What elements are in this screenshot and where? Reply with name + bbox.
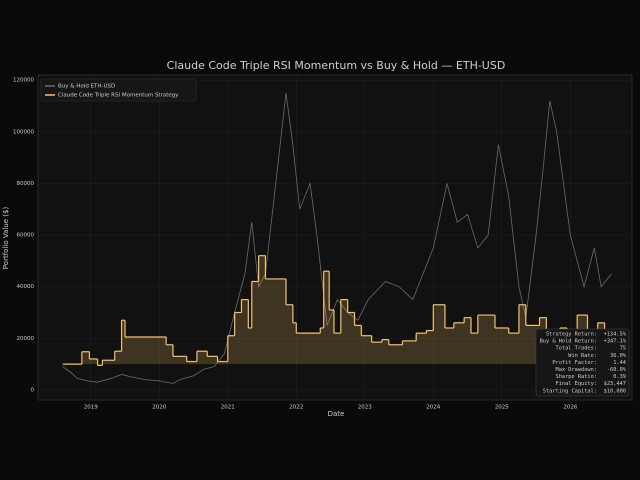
x-axis-label: Date — [328, 410, 345, 418]
price-line — [62, 93, 612, 384]
y-axis-label: Portfolio Value ($) — [2, 207, 10, 270]
stats-box — [535, 328, 630, 397]
x-tick-label: 2024 — [426, 405, 440, 411]
stat-label: Buy & Hold Return: — [540, 339, 597, 345]
stat-value: 1.44 — [613, 360, 626, 366]
stat-value: $23,447 — [604, 381, 626, 387]
stat-label: Max Drawdown: — [556, 367, 597, 373]
area-fill — [62, 255, 613, 366]
legend-box — [40, 78, 197, 102]
stat-label: Sharpe Ratio: — [556, 374, 597, 380]
stat-label: Starting Capital: — [543, 388, 597, 394]
legend-label: Claude Code Triple RSI Momentum Strategy — [58, 93, 179, 99]
x-tick-label: 2022 — [289, 405, 303, 411]
stat-value: +134.5% — [604, 332, 627, 338]
x-tick-label: 2021 — [221, 405, 235, 411]
chart-title: Claude Code Triple RSI Momentum vs Buy &… — [167, 59, 506, 72]
y-tick-label: 0 — [31, 387, 35, 393]
y-tick-label: 80000 — [17, 181, 35, 187]
y-tick-label: 60000 — [17, 233, 35, 239]
plot-area — [37, 74, 633, 401]
y-tick-label: 120000 — [13, 78, 34, 84]
stat-value: 75 — [620, 346, 626, 352]
legend-label: Buy & Hold ETH-USD — [58, 84, 115, 90]
stat-value: $10,000 — [604, 388, 626, 394]
stat-label: Total Trades: — [556, 346, 597, 352]
x-tick-label: 2019 — [84, 405, 98, 411]
x-tick-label: 2020 — [152, 405, 166, 411]
stat-label: Profit Factor: — [552, 360, 597, 366]
x-tick-label: 2023 — [358, 405, 372, 411]
stat-value: -60.0% — [607, 367, 627, 373]
stat-value: 0.39 — [613, 374, 626, 380]
stat-value: 36.0% — [610, 353, 627, 359]
stat-label: Strategy Return: — [546, 332, 597, 338]
x-tick-label: 2025 — [495, 405, 509, 411]
stat-label: Final Equity: — [556, 381, 597, 387]
y-tick-label: 40000 — [17, 284, 35, 290]
x-tick-label: 2026 — [563, 405, 577, 411]
y-tick-label: 20000 — [17, 336, 35, 342]
stat-value: +347.1% — [604, 339, 627, 345]
stat-label: Win Rate: — [568, 353, 597, 359]
y-tick-label: 100000 — [13, 129, 34, 135]
